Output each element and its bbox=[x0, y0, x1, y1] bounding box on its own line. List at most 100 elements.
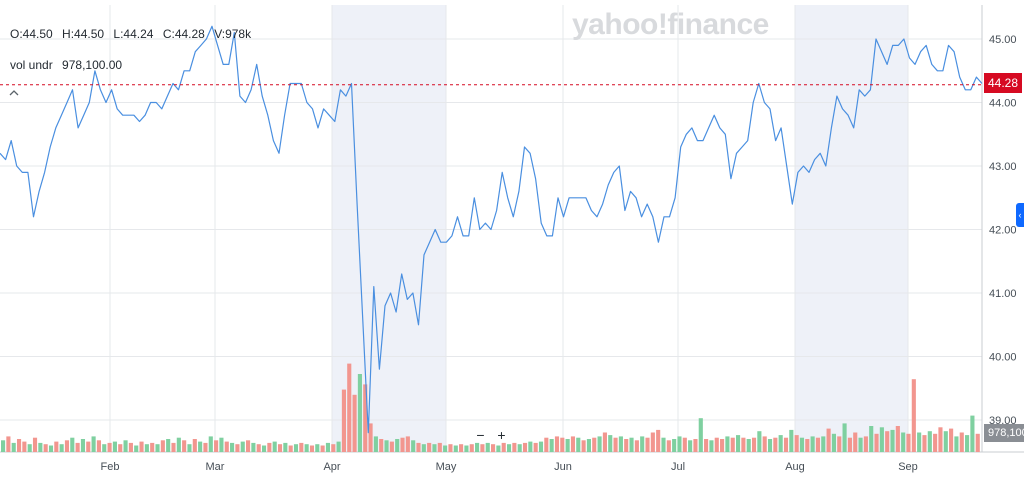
volume-bar bbox=[373, 436, 378, 452]
zoom-out-button[interactable]: − bbox=[476, 427, 485, 443]
volume-bar bbox=[517, 444, 522, 452]
volume-bar bbox=[368, 423, 373, 452]
y-tick-label: 45.00 bbox=[989, 34, 1017, 46]
volume-bars bbox=[1, 363, 980, 452]
volume-bar bbox=[352, 394, 357, 452]
volume-bar bbox=[379, 439, 384, 452]
volume-bar bbox=[102, 444, 107, 452]
close-value: C:44.28 bbox=[162, 27, 205, 41]
last-volume-badge: 978,100 bbox=[984, 424, 1024, 442]
volume-bar bbox=[43, 444, 48, 452]
chevron-up-icon[interactable] bbox=[9, 86, 19, 100]
volume-bar bbox=[714, 437, 719, 452]
volume-indicator-readout: vol undr 978,100.00 bbox=[10, 58, 128, 72]
volume-bar bbox=[469, 444, 474, 452]
volume-bar bbox=[48, 445, 54, 452]
volume-bar bbox=[16, 439, 22, 452]
volume-bar bbox=[59, 444, 64, 452]
volume-bar bbox=[496, 445, 501, 452]
volume-bar bbox=[506, 444, 512, 452]
volume-bar bbox=[315, 444, 320, 452]
volume-bar bbox=[885, 431, 890, 452]
volume-bar bbox=[400, 437, 405, 452]
volume-bar bbox=[299, 442, 304, 452]
volume-bar bbox=[672, 439, 677, 452]
volume-bar bbox=[357, 374, 362, 452]
volume-bar bbox=[203, 442, 208, 452]
volume-bar bbox=[384, 440, 389, 452]
ohlc-readout: O:44.50 H:44.50 L:44.24 C:44.28 V:978k bbox=[10, 27, 257, 41]
volume-bar bbox=[411, 440, 416, 452]
volume-bar bbox=[682, 437, 687, 452]
volume-bar bbox=[192, 439, 197, 452]
volume-bar bbox=[767, 439, 773, 452]
volume-bar bbox=[251, 442, 256, 452]
volume-bar bbox=[347, 363, 352, 452]
volume-bar bbox=[363, 384, 368, 452]
price-line-layer bbox=[0, 25, 983, 434]
y-tick-label: 44.00 bbox=[989, 98, 1017, 110]
volume-bar bbox=[448, 444, 453, 452]
volume-bar bbox=[464, 445, 469, 452]
volume-value: V:978k bbox=[214, 27, 252, 41]
volume-bar bbox=[799, 437, 805, 452]
volume-bar bbox=[874, 433, 879, 452]
volume-bar bbox=[592, 437, 597, 452]
zoom-in-button[interactable]: + bbox=[497, 427, 506, 443]
chevron-left-icon[interactable]: ‹ bbox=[1016, 203, 1024, 227]
volume-bar bbox=[778, 435, 783, 452]
volume-bar bbox=[842, 423, 847, 452]
volume-bar bbox=[11, 442, 16, 452]
zoom-controls: − + bbox=[470, 427, 512, 443]
volume-bar bbox=[261, 445, 267, 452]
volume-bar bbox=[901, 432, 906, 452]
last-price-badge: 44.28 bbox=[984, 73, 1022, 93]
volume-bar bbox=[629, 437, 634, 452]
volume-bar bbox=[160, 440, 165, 452]
volume-bar bbox=[54, 441, 59, 452]
volume-bar bbox=[38, 442, 43, 452]
volume-bar bbox=[91, 436, 96, 452]
volume-bar bbox=[725, 436, 730, 452]
volume-bar bbox=[134, 445, 139, 452]
volume-bar bbox=[576, 437, 581, 452]
volume-bar bbox=[890, 429, 895, 452]
volume-bar bbox=[325, 442, 331, 452]
volume-bar bbox=[112, 441, 117, 452]
volume-bar bbox=[475, 442, 480, 452]
volume-bar bbox=[246, 440, 251, 452]
volume-bar bbox=[815, 437, 821, 452]
volume-bar bbox=[75, 442, 80, 452]
volume-bar bbox=[453, 445, 458, 452]
volume-bar bbox=[214, 440, 219, 452]
volume-bar bbox=[927, 431, 932, 452]
volume-bar bbox=[224, 441, 229, 452]
volume-bar bbox=[309, 445, 315, 452]
volume-bar bbox=[831, 433, 836, 452]
volume-bar bbox=[416, 442, 421, 452]
volume-bar bbox=[624, 439, 629, 452]
x-tick-label: Sep bbox=[898, 461, 918, 473]
open-value: O:44.50 bbox=[10, 27, 53, 41]
volume-bar bbox=[528, 441, 533, 452]
volume-bar bbox=[144, 444, 149, 452]
volume-bar bbox=[64, 440, 70, 452]
volume-bar bbox=[320, 445, 325, 452]
volume-bar bbox=[256, 444, 261, 452]
volume-bar bbox=[677, 436, 682, 452]
y-tick-label: 43.00 bbox=[989, 161, 1017, 173]
volume-bar bbox=[6, 436, 11, 452]
volume-bar bbox=[544, 437, 549, 452]
volume-bar bbox=[288, 445, 293, 452]
volume-bar bbox=[783, 437, 789, 452]
volume-bar bbox=[139, 441, 144, 452]
shaded-month-aug bbox=[795, 5, 908, 452]
volume-bar bbox=[917, 432, 922, 452]
volume-bar bbox=[565, 439, 570, 452]
volume-bar bbox=[187, 444, 192, 452]
volume-bar bbox=[86, 441, 91, 452]
volume-bar bbox=[432, 444, 437, 452]
x-axis: Feb Mar Apr May Jun Jul Aug Sep bbox=[101, 461, 918, 473]
